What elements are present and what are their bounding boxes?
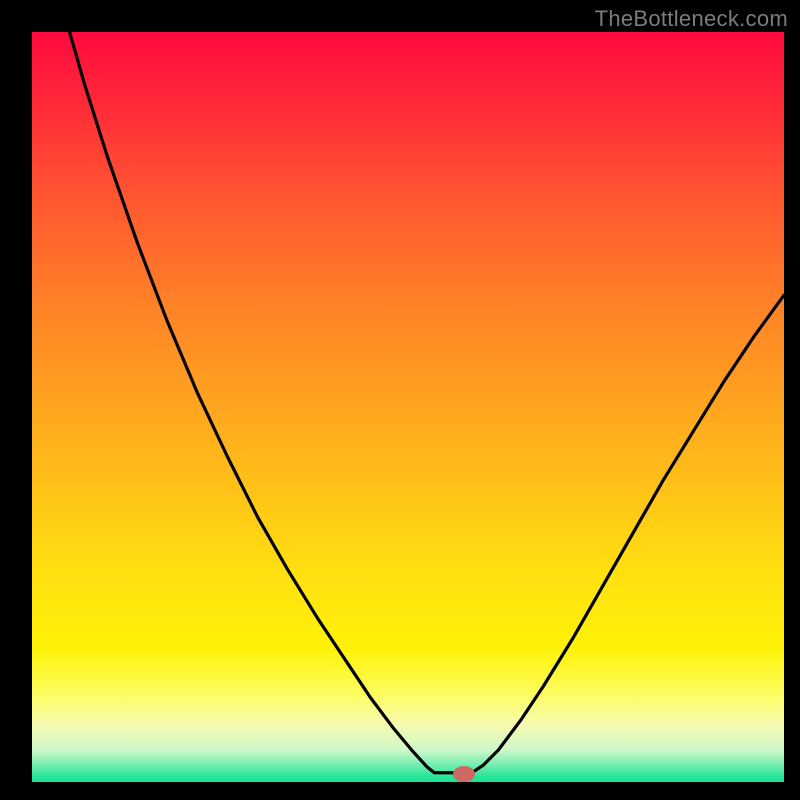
watermark-text: TheBottleneck.com [595, 6, 788, 32]
chart-stage: TheBottleneck.com [0, 0, 800, 800]
plot-background [0, 0, 800, 800]
